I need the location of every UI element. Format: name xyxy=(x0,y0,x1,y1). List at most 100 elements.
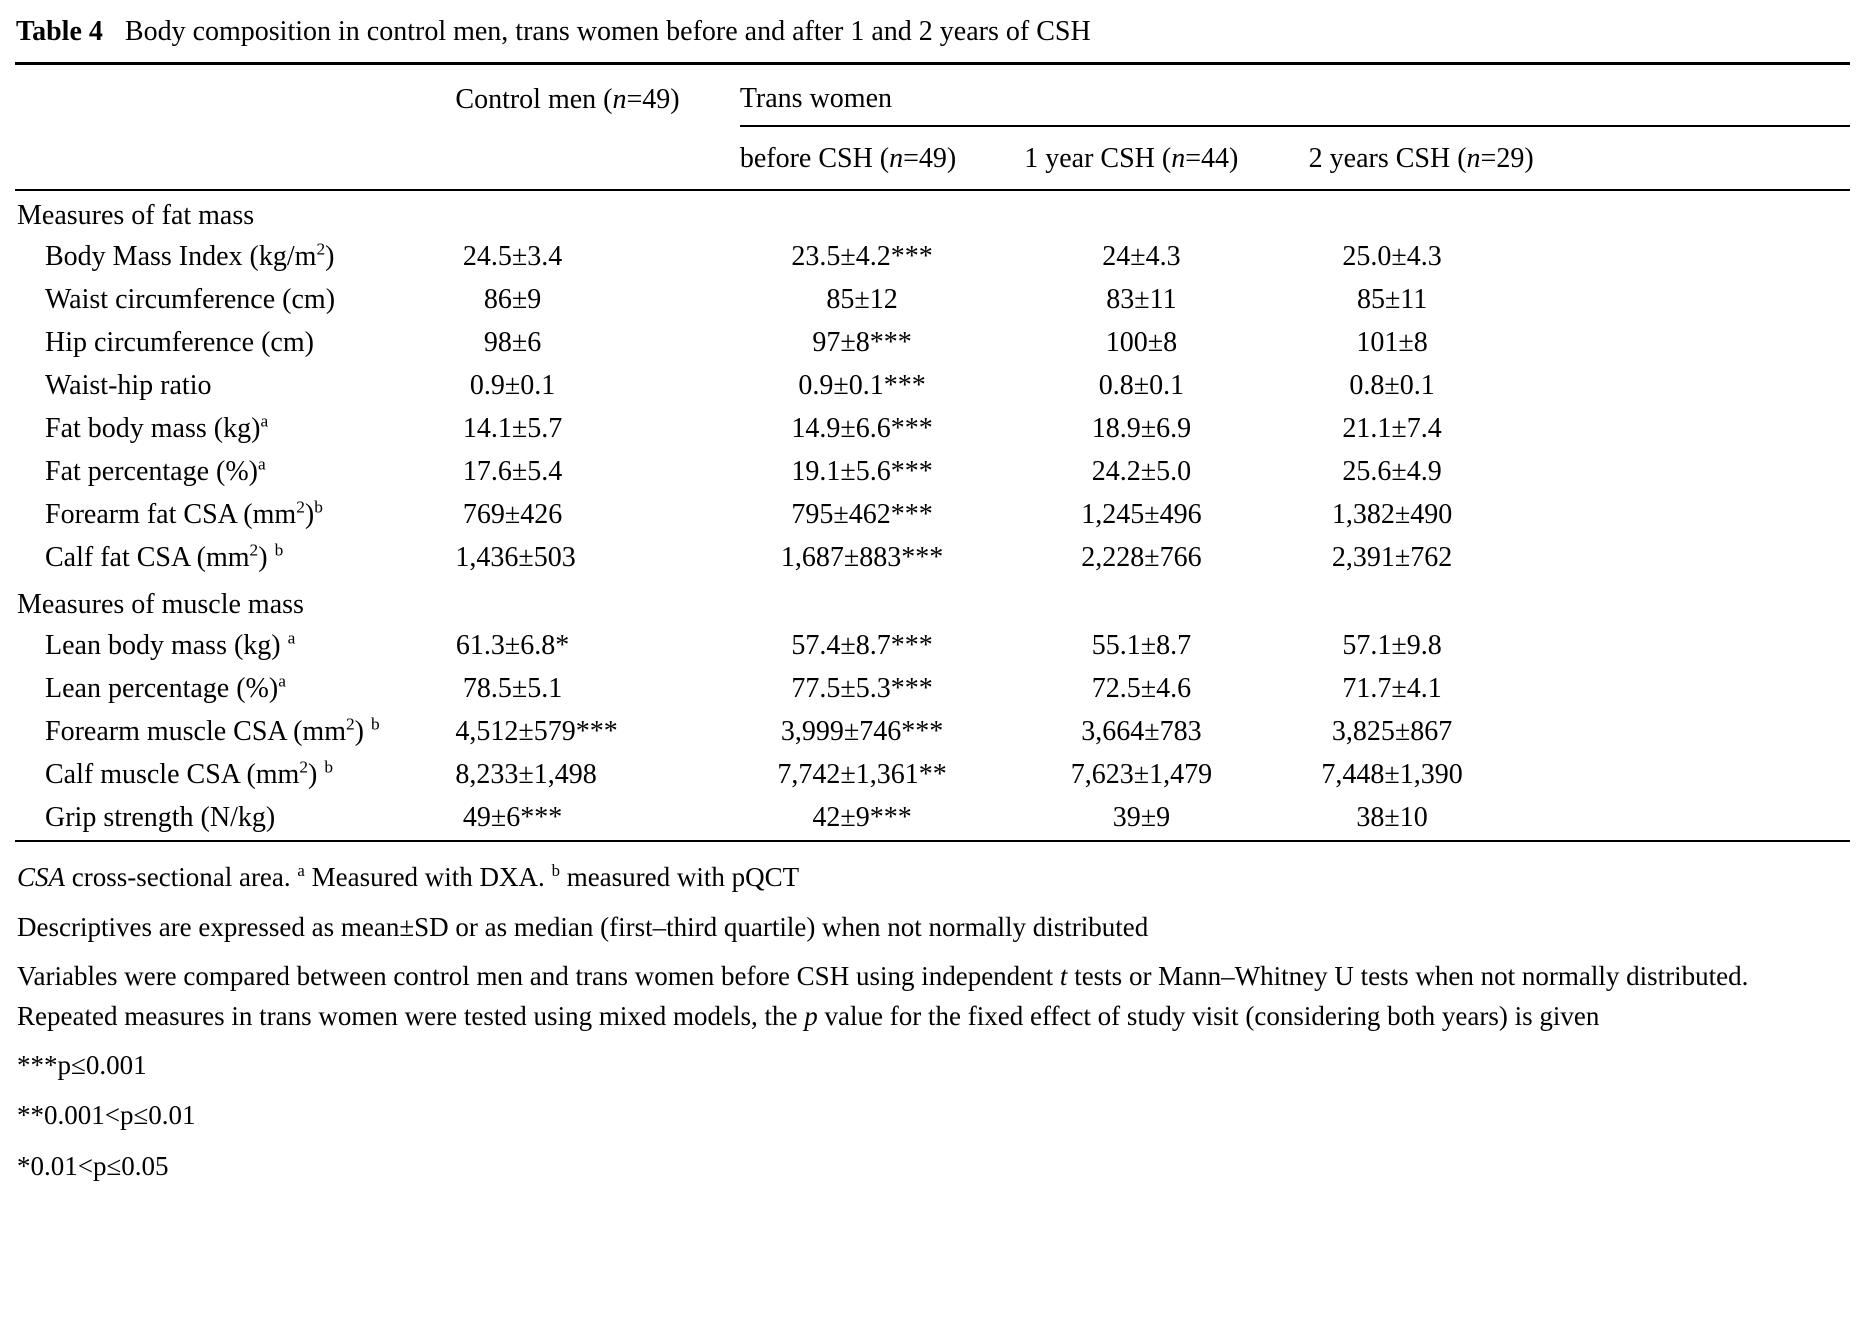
cell-year1-csh: 24±4.3 xyxy=(1102,241,1181,273)
cell-before-csh: 19.1±5.6*** xyxy=(791,456,933,488)
filler-cell xyxy=(1566,322,1850,365)
group-header-row: Control men (n=49) Trans women xyxy=(15,63,1850,128)
filler-cell xyxy=(1566,797,1850,841)
table-row-lean-percentage: Lean percentage (%)a 78.5±5.1 77.5±5.3**… xyxy=(15,668,1850,711)
cell-before-csh: 77.5±5.3*** xyxy=(791,673,933,705)
paper-table-figure: Table 4 Body composition in control men, … xyxy=(15,8,1850,1181)
cell-before-csh: 795±462*** xyxy=(791,499,933,531)
cell-year1-csh: 83±11 xyxy=(1106,284,1177,316)
body-composition-table: Control men (n=49) Trans women before CS… xyxy=(15,62,1850,843)
cell-control: 24.5±3.4 xyxy=(462,241,563,273)
control-men-header: Control men (n=49) xyxy=(455,84,680,116)
row-label: Waist circumference (cm) xyxy=(45,284,336,316)
cell-control: 98±6 xyxy=(483,327,542,359)
table-row-fat-body-mass: Fat body mass (kg)a 14.1±5.7 14.9±6.6***… xyxy=(15,408,1850,451)
filler-cell xyxy=(1566,494,1850,537)
table-row-bmi: Body Mass Index (kg/m2) 24.5±3.4 23.5±4.… xyxy=(15,236,1850,279)
row-label: Calf muscle CSA (mm2) b xyxy=(45,758,334,791)
table-row-grip-strength: Grip strength (N/kg) 49±6*** 42±9*** 39±… xyxy=(15,797,1850,841)
row-label: Forearm fat CSA (mm2)b xyxy=(45,498,323,531)
cell-year2-csh: 3,825±867 xyxy=(1331,716,1453,748)
section-header-row: Measures of fat mass xyxy=(15,190,1850,236)
cell-year1-csh: 18.9±6.9 xyxy=(1091,413,1192,445)
cell-control: 8,233±1,498 xyxy=(455,759,597,791)
cell-year2-csh: 0.8±0.1 xyxy=(1349,370,1435,402)
cell-year2-csh: 101±8 xyxy=(1356,327,1428,359)
row-label: Lean percentage (%)a xyxy=(45,672,286,705)
trans-women-header: Trans women xyxy=(739,63,1850,128)
empty-header-cell xyxy=(455,126,740,192)
cell-year2-csh: 2,391±762 xyxy=(1331,542,1453,574)
cell-control: 49±6*** xyxy=(462,802,563,834)
row-label: Grip strength (N/kg) xyxy=(45,802,276,834)
cell-year2-csh: 25.6±4.9 xyxy=(1342,456,1442,488)
before-csh-header: before CSH (n=49) xyxy=(739,126,1025,192)
table-title-text: Body composition in control men, trans w… xyxy=(124,16,1091,47)
footnote-sig-05: *0.01<p≤0.05 xyxy=(17,1150,169,1181)
table-row-calf-fat-csa: Calf fat CSA (mm2) b 1,436±503 1,687±883… xyxy=(15,537,1850,580)
cell-year1-csh: 100±8 xyxy=(1105,327,1178,359)
cell-year1-csh: 2,228±766 xyxy=(1081,542,1202,574)
filler-cell xyxy=(1566,279,1850,322)
row-label: Lean body mass (kg) a xyxy=(45,629,296,662)
cell-before-csh: 57.4±8.7*** xyxy=(791,630,933,662)
cell-control: 1,436±503 xyxy=(455,542,576,574)
table-number: Table 4 xyxy=(16,16,103,47)
cell-control: 769±426 xyxy=(462,499,563,531)
one-year-csh-header: 1 year CSH (n=44) xyxy=(1024,126,1309,192)
cell-year1-csh: 24.2±5.0 xyxy=(1091,456,1192,488)
footnote-sig-001: ***p≤0.001 xyxy=(17,1050,147,1081)
row-label: Forearm muscle CSA (mm2) b xyxy=(45,715,380,748)
filler-cell xyxy=(1566,711,1850,754)
cell-year1-csh: 39±9 xyxy=(1112,802,1171,834)
footnote-descriptives: Descriptives are expressed as mean±SD or… xyxy=(17,911,1149,942)
filler-cell xyxy=(1566,408,1850,451)
cell-year1-csh: 1,245±496 xyxy=(1081,499,1202,531)
footnote-sig-01: **0.001<p≤0.01 xyxy=(17,1100,196,1131)
row-label: Body Mass Index (kg/m2) xyxy=(45,240,335,273)
section-header-row: Measures of muscle mass xyxy=(15,580,1850,625)
filler-cell xyxy=(1566,451,1850,494)
row-label: Fat body mass (kg)a xyxy=(45,412,269,445)
table-row-hip: Hip circumference (cm) 98±6 97±8*** 100±… xyxy=(15,322,1850,365)
table-row-lean-body-mass: Lean body mass (kg) a 61.3±6.8* 57.4±8.7… xyxy=(15,625,1850,668)
footnote-abbreviations: CSA cross-sectional area. a Measured wit… xyxy=(17,861,800,893)
footnote-statistics: Variables were compared between control … xyxy=(17,961,1749,1031)
cell-before-csh: 85±12 xyxy=(826,284,898,316)
table-row-forearm-muscle-csa: Forearm muscle CSA (mm2) b 4,512±579*** … xyxy=(15,711,1850,754)
cell-before-csh: 42±9*** xyxy=(812,802,912,834)
filler-cell xyxy=(1566,537,1850,580)
section-header-fat-mass: Measures of fat mass xyxy=(17,200,255,232)
table-row-waist-hip-ratio: Waist-hip ratio 0.9±0.1 0.9±0.1*** 0.8±0… xyxy=(15,365,1850,408)
cell-before-csh: 0.9±0.1*** xyxy=(798,370,926,402)
cell-before-csh: 14.9±6.6*** xyxy=(791,413,933,445)
cell-year2-csh: 38±10 xyxy=(1356,802,1428,834)
table-row-fat-percentage: Fat percentage (%)a 17.6±5.4 19.1±5.6***… xyxy=(15,451,1850,494)
two-years-csh-header: 2 years CSH (n=29) xyxy=(1308,126,1566,192)
cell-year2-csh: 25.0±4.3 xyxy=(1342,241,1442,273)
cell-year2-csh: 85±11 xyxy=(1356,284,1428,316)
cell-before-csh: 97±8*** xyxy=(812,327,912,359)
cell-control: 0.9±0.1 xyxy=(469,370,556,402)
cell-year1-csh: 55.1±8.7 xyxy=(1091,630,1192,662)
row-label: Waist-hip ratio xyxy=(45,370,212,402)
filler-cell xyxy=(1566,625,1850,668)
cell-year2-csh: 21.1±7.4 xyxy=(1342,413,1442,445)
cell-before-csh: 1,687±883*** xyxy=(780,542,944,574)
filler-cell xyxy=(1566,754,1850,797)
cell-year2-csh: 7,448±1,390 xyxy=(1321,759,1463,791)
cell-year2-csh: 57.1±9.8 xyxy=(1342,630,1442,662)
row-label: Hip circumference (cm) xyxy=(45,327,314,359)
filler-cell xyxy=(1566,365,1850,408)
cell-control: 17.6±5.4 xyxy=(462,456,563,488)
cell-control: 14.1±5.7 xyxy=(462,413,563,445)
table-caption: Table 4 Body composition in control men, … xyxy=(15,8,1850,62)
cell-before-csh: 7,742±1,361** xyxy=(777,759,947,791)
cell-control: 78.5±5.1 xyxy=(462,673,563,705)
cell-year1-csh: 72.5±4.6 xyxy=(1091,673,1192,705)
cell-year2-csh: 1,382±490 xyxy=(1331,499,1453,531)
table-row-forearm-fat-csa: Forearm fat CSA (mm2)b 769±426 795±462**… xyxy=(15,494,1850,537)
empty-header-cell xyxy=(15,64,455,127)
filler-cell xyxy=(1566,668,1850,711)
cell-year1-csh: 7,623±1,479 xyxy=(1070,759,1213,791)
